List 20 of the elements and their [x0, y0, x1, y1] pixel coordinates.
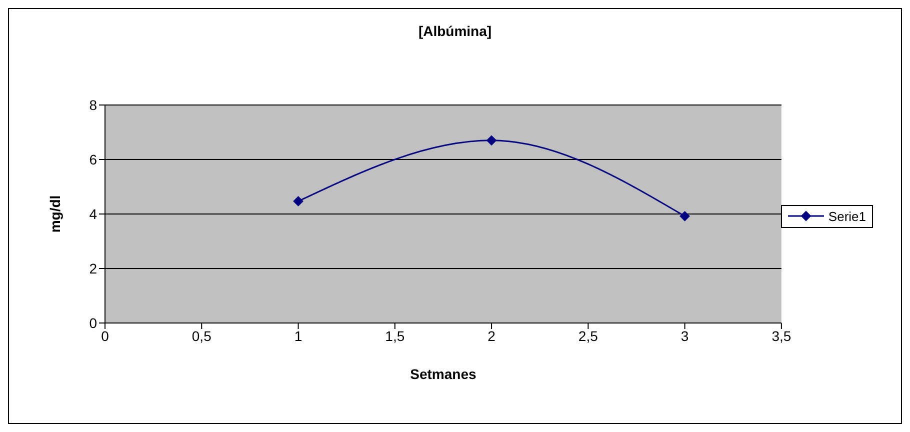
x-tick-label: 0,5	[192, 328, 212, 344]
y-tick-label: 0	[89, 314, 98, 331]
legend-label: Serie1	[828, 208, 866, 224]
y-axis-title: mg/dl	[46, 195, 63, 233]
y-tick-label: 2	[89, 260, 98, 276]
y-tick-label: 8	[89, 96, 98, 113]
point	[293, 196, 304, 206]
point	[486, 135, 497, 146]
y-tick-label: 6	[89, 151, 98, 168]
x-tick-label: 2,5	[578, 328, 598, 344]
x-tick-label: 0	[101, 328, 110, 344]
x-tick-label: 3	[680, 328, 689, 344]
point	[680, 211, 690, 222]
x-tick-label: 3,5	[772, 328, 792, 344]
chart-title: [Albúmina]	[417, 23, 493, 39]
x-tick-label: 2	[488, 328, 496, 344]
x-axis-title: Setmanes	[410, 366, 476, 382]
x-tick-label: 1	[294, 328, 302, 344]
x-tick-label: 1,5	[385, 328, 405, 344]
y-tick-label: 4	[89, 206, 98, 222]
